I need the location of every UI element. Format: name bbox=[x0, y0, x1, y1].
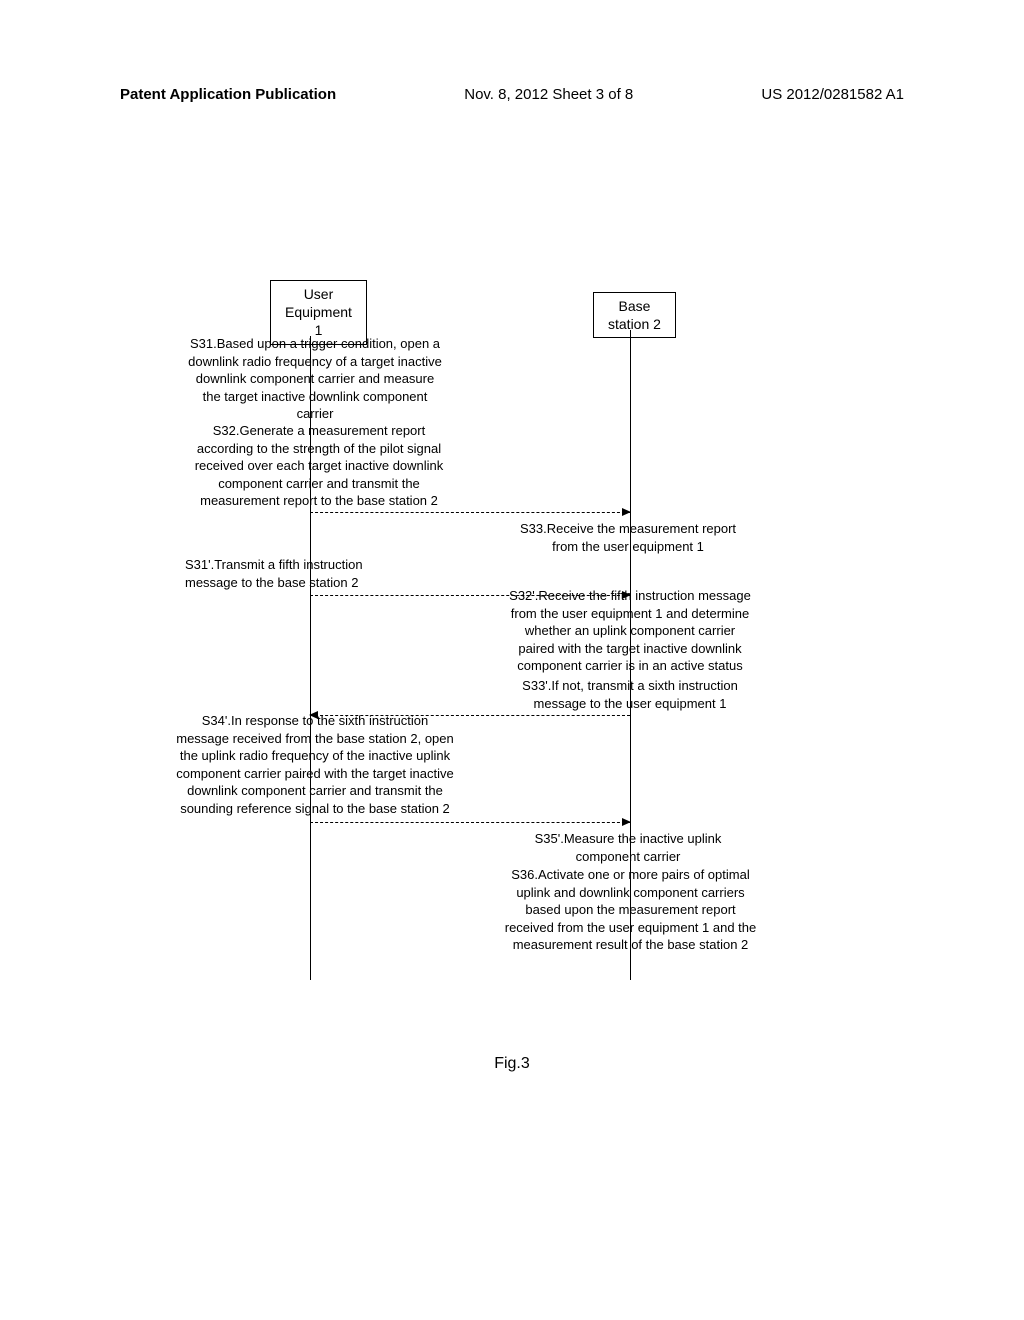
step-s36: S36.Activate one or more pairs of optima… bbox=[503, 866, 758, 954]
base-station-label: Base station 2 bbox=[608, 298, 661, 332]
step-s31: S31.Based upon a trigger condition, open… bbox=[185, 335, 445, 423]
step-s35p: S35'.Measure the inactive uplink compone… bbox=[513, 830, 743, 865]
header-left: Patent Application Publication bbox=[120, 86, 336, 103]
base-station-box: Base station 2 bbox=[593, 292, 676, 338]
figure-label: Fig.3 bbox=[0, 1055, 1024, 1073]
arrow-s32 bbox=[310, 512, 630, 513]
header-center: Nov. 8, 2012 Sheet 3 of 8 bbox=[464, 86, 633, 103]
sequence-diagram: User Equipment 1 Base station 2 S31.Base… bbox=[195, 280, 835, 980]
step-s34p: S34'.In response to the sixth instructio… bbox=[175, 712, 455, 817]
step-s33: S33.Receive the measurement report from … bbox=[513, 520, 743, 555]
step-s32: S32.Generate a measurement report accord… bbox=[185, 422, 453, 510]
header-right: US 2012/0281582 A1 bbox=[761, 86, 904, 103]
step-s33p: S33'.If not, transmit a sixth instructio… bbox=[510, 677, 750, 712]
user-equipment-label: User Equipment 1 bbox=[285, 286, 352, 338]
arrow-s34p bbox=[310, 822, 630, 823]
step-s31p: S31'.Transmit a fifth instruction messag… bbox=[185, 556, 400, 591]
step-s32p: S32'.Receive the fifth instruction messa… bbox=[505, 587, 755, 675]
